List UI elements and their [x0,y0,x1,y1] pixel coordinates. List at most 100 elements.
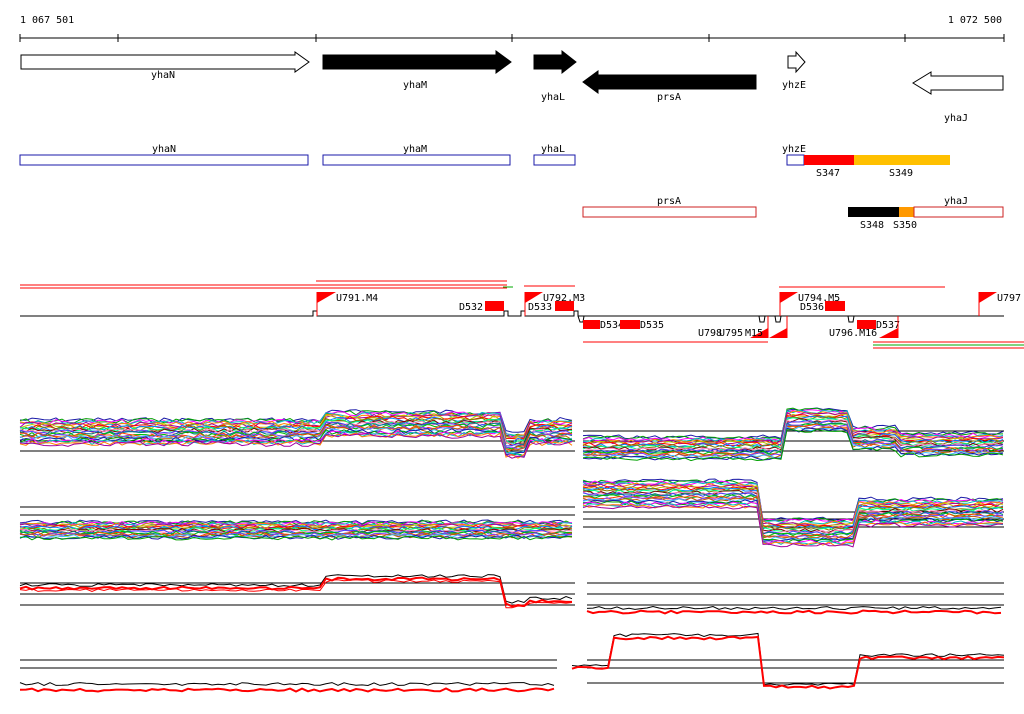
profile-line-panel2-left [20,520,572,527]
profile-line-panel2-right [582,497,1004,540]
transcript-box-yhaM[interactable] [322,154,511,166]
upshift-label-U797: U797 [997,293,1021,304]
transcript-label-yhzE: yhzE [782,144,806,155]
segment-label-S350: S350 [893,220,917,231]
transcript-label-yhaJ: yhaJ [944,196,968,207]
downshift-label-D536: D536 [800,302,824,313]
gene-label-yhaN: yhaN [151,70,175,81]
downshift-box-D532[interactable] [485,301,504,311]
profile-line-panel3-right [586,605,1002,611]
profile-line-panel4-right [571,635,1005,690]
profile-line-panel1-left [19,432,573,459]
upshift-flag-U798[interactable] [750,328,768,338]
gene-arrow-prsA[interactable] [582,70,757,94]
segment-S348[interactable] [848,207,899,217]
segment-label-S348: S348 [860,220,884,231]
transcript-box-prsA[interactable] [582,206,757,218]
profile-line-panel1-left [19,413,573,439]
gene-arrow-yhaM[interactable] [322,50,512,74]
profile-line-panel2-right [582,483,1004,527]
profile-line-panel3-left [19,579,573,609]
profile-line-panel2-right [582,495,1004,539]
baseline-dip [758,315,782,323]
gene-track: yhaN yhaM yhaL prsA yhzE yhaJ [20,49,1004,124]
upshift-label-U791.M4: U791.M4 [336,293,378,304]
profile-line-panel3-left [19,576,572,608]
downshift-label-D535: D535 [640,320,664,331]
upshift-flag-M15[interactable] [769,328,787,338]
transcript-box-yhzE[interactable] [786,154,805,166]
coordinate-ruler: 1 067 501 1 072 500 [19,15,1005,42]
profile-line-panel3-right [586,609,1002,615]
profile-line-panel4-right [571,632,1005,686]
segment-S347[interactable] [804,155,854,165]
shift-track: U791.M4 U792.M3 U794.M5 U797 D532 D533 D… [20,280,1024,349]
gene-arrow-yhaJ[interactable] [912,71,1004,95]
profile-line-panel1-right [582,410,1004,444]
downshift-label-D537: D537 [876,320,900,331]
profile-line-panel2-left [19,533,573,539]
baseline-dip [847,315,855,323]
gene-arrow-yhzE[interactable] [787,50,806,74]
upshift-label-U794.M5: U794.M5 [798,293,840,304]
profile-line-panel1-right [582,420,1004,454]
transcript-label-yhaL: yhaL [541,144,565,155]
upshift-flag-U791.M4[interactable] [317,292,336,303]
profile-line-panel1-right [582,419,1004,452]
downshift-box-D533[interactable] [555,301,574,311]
profile-panels [20,430,1004,684]
profile-line-panel2-right [582,487,1004,531]
upshift-flag-U796.M16[interactable] [879,328,898,338]
transcript-box-yhaL[interactable] [533,154,576,166]
downshift-box-D536[interactable] [825,301,845,311]
profile-line-panel2-left [19,528,573,534]
profile-line-panel1-right [582,407,1004,440]
gene-arrow-yhaL[interactable] [533,49,577,75]
ruler-end-label: 1 072 500 [948,15,1002,26]
profile-line-panel4-left [19,687,555,693]
upshift-label-M15: M15 [745,328,763,339]
transcript-box-yhaN[interactable] [19,154,309,166]
ruler-start-label: 1 067 501 [20,15,74,26]
transcript-label-yhaN: yhaN [152,144,176,155]
gene-label-yhzE: yhzE [782,80,806,91]
expression-profiles [19,407,1005,693]
upshift-label-U796.M16: U796.M16 [829,328,877,339]
upshift-label-U795: U795 [719,328,743,339]
gene-label-yhaM: yhaM [403,80,427,91]
downshift-label-D532: D532 [459,302,483,313]
downshift-box-D534[interactable] [583,320,600,329]
profile-line-panel2-left [19,525,573,531]
segment-S350[interactable] [899,207,914,217]
profile-line-panel2-left [19,535,573,541]
profile-line-panel1-right [582,428,1004,462]
transcript-track-bottom: prsA yhaJ S348 S350 [582,196,1004,231]
profile-line-panel2-left [19,534,573,540]
baseline-dip [577,315,585,323]
downshift-box-D535[interactable] [620,320,640,329]
gene-arrow-yhaN[interactable] [20,51,310,73]
upshift-label-U798: U798 [698,328,722,339]
segment-S349[interactable] [854,155,950,165]
upshift-flag-U794.M5[interactable] [780,292,798,303]
profile-line-panel2-right [582,479,1004,523]
profile-line-panel2-right [582,493,1004,536]
profile-line-panel1-right [582,412,1004,445]
transcript-box-yhaJ[interactable] [913,206,1004,218]
downshift-label-D533: D533 [528,302,552,313]
upshift-label-U792.M3: U792.M3 [543,293,585,304]
transcript-label-yhaM: yhaM [403,144,427,155]
segment-label-S349: S349 [889,168,913,179]
profile-line-panel2-right [582,504,1004,548]
baseline-track [20,310,1004,317]
downshift-label-D534: D534 [600,320,624,331]
profile-line-panel2-right [582,478,1004,522]
gene-label-yhaJ: yhaJ [944,113,968,124]
downshift-box-D537[interactable] [857,320,876,329]
upshift-flag-U797[interactable] [979,292,997,303]
upshift-flag-U792.M3[interactable] [525,292,543,303]
transcript-track-top: yhaN yhaM yhaL yhzE S347 S349 [19,144,950,179]
profile-line-panel3-left [19,574,573,604]
gene-label-yhaL: yhaL [541,92,565,103]
